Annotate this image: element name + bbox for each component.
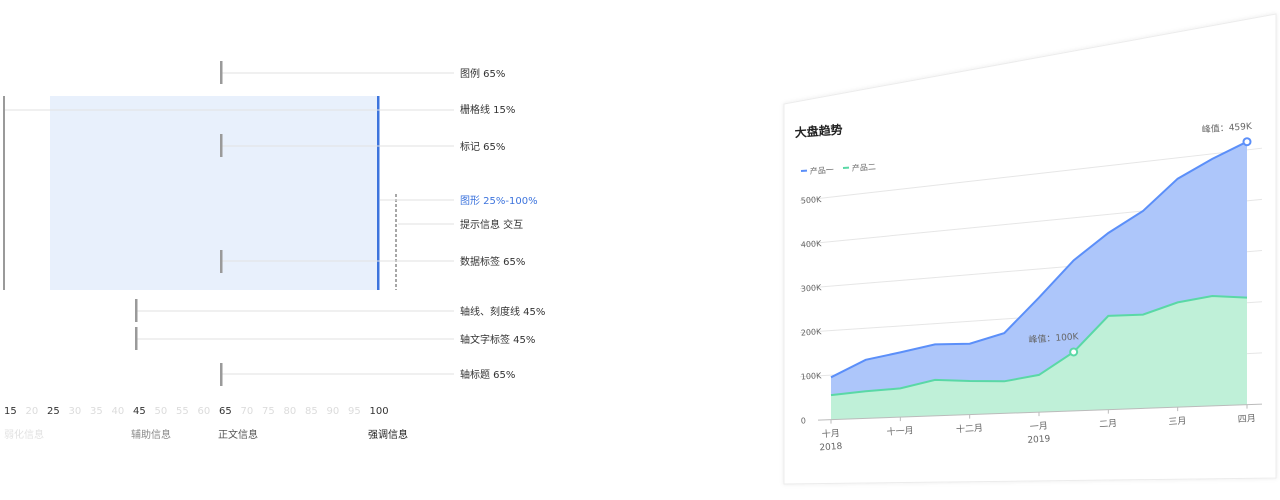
scale-value: 60 bbox=[198, 406, 211, 417]
legend-marker bbox=[220, 61, 223, 84]
level-caption: 强调信息 bbox=[368, 428, 408, 441]
scale-value: 25 bbox=[47, 406, 60, 417]
scale-value: 90 bbox=[327, 406, 340, 417]
y-tick-label: 300K bbox=[801, 283, 823, 293]
opacity-markers bbox=[135, 61, 223, 386]
peak-label: 峰值：100K bbox=[1028, 330, 1080, 346]
connector-lines bbox=[5, 72, 454, 375]
peak-label: 峰值：459K bbox=[1201, 120, 1253, 136]
scale-value: 95 bbox=[348, 406, 361, 417]
scale-value: 100 bbox=[370, 406, 389, 417]
y-tick-label: 0 bbox=[801, 416, 807, 425]
x-tick-label: 一月 bbox=[1029, 421, 1048, 433]
x-tick-label: 三月 bbox=[1168, 416, 1187, 428]
gridline bbox=[799, 147, 1263, 202]
y-tick-label: 400K bbox=[801, 239, 823, 249]
shape-fill-block bbox=[50, 96, 378, 290]
area-产品二 bbox=[831, 296, 1247, 420]
y-tick-label: 100K bbox=[801, 371, 823, 381]
x-axis bbox=[817, 403, 1263, 424]
label-gridline: 栅格线 15% bbox=[460, 103, 515, 116]
scale-value: 50 bbox=[155, 406, 168, 417]
axisline-marker bbox=[135, 299, 138, 322]
label-tooltip: 提示信息 交互 bbox=[460, 218, 523, 231]
label-axisline: 轴线、刻度线 45% bbox=[460, 305, 545, 318]
chart-annotations: 峰值：100K 峰值：459K bbox=[1028, 120, 1253, 357]
scale-value: 35 bbox=[90, 406, 103, 417]
y-tick-label: 500K bbox=[801, 195, 823, 205]
x-tick-year: 2019 bbox=[1027, 434, 1051, 446]
scale-value: 55 bbox=[176, 406, 189, 417]
scale-value: 30 bbox=[69, 406, 82, 417]
label-axislabel: 轴文字标签 45% bbox=[460, 333, 535, 346]
info-hierarchy-panel: 图例 65% 栅格线 15% 标记 65% 图形 25%-100% 提示信息 交互数据标… bbox=[3, 61, 545, 441]
label-datalabel: 数据标签 65% bbox=[460, 255, 525, 268]
scale-value: 80 bbox=[284, 406, 297, 417]
chart-lines bbox=[830, 140, 1248, 397]
x-tick-label: 二月 bbox=[1099, 418, 1118, 430]
line-产品一 bbox=[830, 140, 1248, 379]
label-legend: 图例 65% bbox=[460, 67, 505, 80]
datalabel-marker bbox=[220, 250, 223, 273]
label-shape: 图形 25%-100% bbox=[460, 195, 538, 207]
scale-value: 75 bbox=[262, 406, 275, 417]
x-tick-label: 十二月 bbox=[956, 422, 984, 436]
legend-item: 产品二 bbox=[851, 161, 876, 173]
label-axistitle: 轴标题 65% bbox=[460, 368, 515, 381]
scale-value: 70 bbox=[241, 406, 254, 417]
peak-marker bbox=[1069, 347, 1079, 357]
y-axis-labels: 0 100K 200K 300K 400K 500K bbox=[801, 195, 823, 426]
line-产品二 bbox=[830, 294, 1248, 397]
row-labels: 图例 65% 栅格线 15% 标记 65% 图形 25%-100% 提示信息 交互数据标… bbox=[460, 67, 545, 381]
x-axis-line bbox=[817, 403, 1263, 421]
level-caption: 弱化信息 bbox=[4, 428, 44, 441]
level-caption: 正文信息 bbox=[218, 428, 258, 441]
y-tick-label: 200K bbox=[801, 327, 823, 337]
x-tick-label: 四月 bbox=[1237, 413, 1256, 425]
marker-marker bbox=[220, 134, 223, 157]
scale-value: 65 bbox=[219, 406, 232, 417]
scale-value: 85 bbox=[305, 406, 318, 417]
gridline-bar bbox=[3, 96, 5, 290]
legend-item: 产品一 bbox=[809, 164, 834, 176]
scale-value: 20 bbox=[26, 406, 39, 417]
scale-value: 45 bbox=[133, 406, 146, 417]
x-tick-label: 十月 bbox=[821, 427, 840, 440]
scale-value: 40 bbox=[112, 406, 125, 417]
x-tick-year: 2018 bbox=[819, 442, 843, 454]
level-captions: 弱化信息 辅助信息 正文信息 强调信息 bbox=[4, 428, 408, 441]
axislabel-marker bbox=[135, 327, 138, 350]
level-caption: 辅助信息 bbox=[131, 428, 171, 441]
chart-legend: 产品一 产品二 bbox=[800, 161, 876, 176]
chart-title: 大盘趋势 bbox=[794, 122, 843, 140]
peak-marker bbox=[1242, 137, 1252, 147]
shape-accent-bar bbox=[377, 96, 380, 290]
label-marker: 标记 65% bbox=[460, 141, 505, 153]
x-tick-label: 十一月 bbox=[886, 424, 914, 438]
scale-value: 15 bbox=[4, 406, 17, 417]
opacity-scale: 15 20 25 30 35 40 45 50 55 60 65 70 75 80 85 90 95 100 bbox=[4, 406, 389, 417]
axistitle-marker bbox=[220, 363, 223, 386]
